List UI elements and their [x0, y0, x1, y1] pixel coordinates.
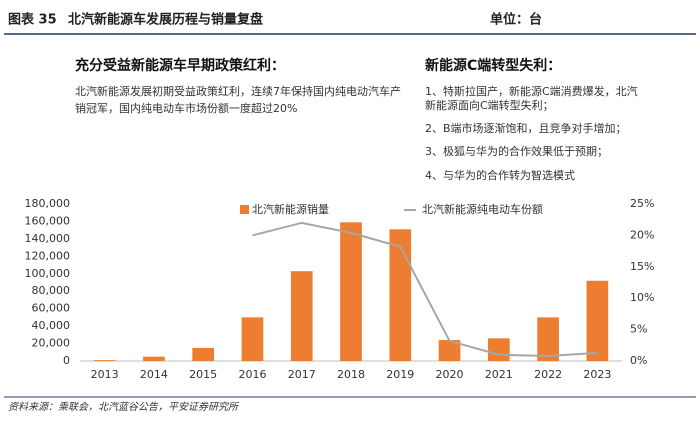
x-tick-label: 2017 [288, 368, 316, 381]
note-line: 新能源面向C端转型失利； [425, 98, 554, 112]
bar [389, 229, 412, 361]
chart-title: 北汽新能源车发展历程与销量复盘 [68, 12, 263, 28]
bar [438, 340, 461, 361]
x-tick-label: 2015 [189, 368, 217, 381]
source-note: 资料来源：乘联会，北汽蓝谷公告，平安证券研究所 [8, 401, 240, 413]
bar [537, 317, 559, 361]
note-line: 4、与华为的合作转为智选模式 [425, 168, 575, 182]
x-tick-label: 2020 [436, 368, 464, 381]
legend-swatch [240, 205, 249, 214]
note-line: 北汽新能源发展初期受益政策红利，连续7年保持国内纯电动汽车产 [75, 84, 401, 98]
bar [93, 360, 116, 361]
x-tick-label: 2023 [583, 368, 611, 381]
y2-tick-label: 0% [630, 354, 647, 367]
y2-tick-label: 5% [630, 323, 647, 336]
y2-tick-label: 25% [630, 197, 654, 210]
bar [290, 271, 313, 361]
x-tick-label: 2021 [485, 368, 513, 381]
x-tick-label: 2018 [337, 368, 365, 381]
y-tick-label: 180,000 [25, 197, 71, 210]
y2-tick-label: 10% [630, 291, 654, 304]
x-tick-label: 2019 [386, 368, 414, 381]
x-tick-label: 2022 [534, 368, 562, 381]
bar [586, 280, 609, 361]
bar [143, 356, 165, 361]
bar [192, 347, 215, 361]
y-tick-label: 140,000 [25, 232, 71, 245]
y-tick-label: 40,000 [32, 319, 71, 332]
unit-label: 单位：台 [490, 12, 542, 28]
note-line: 2、B端市场逐渐饱和，且竞争对手增加； [425, 121, 627, 135]
note-title: 充分受益新能源车早期政策红利： [75, 57, 285, 74]
y-tick-label: 120,000 [25, 249, 71, 262]
legend-label: 北汽新能源纯电动车份额 [422, 202, 543, 216]
x-tick-label: 2014 [140, 368, 168, 381]
y2-tick-label: 20% [630, 228, 654, 241]
y-tick-label: 60,000 [32, 302, 71, 315]
y-tick-label: 0 [63, 354, 70, 367]
x-tick-label: 2016 [238, 368, 266, 381]
bar [340, 222, 362, 361]
line [252, 221, 598, 357]
bar [487, 338, 510, 361]
y-tick-label: 100,000 [25, 267, 71, 280]
note-line: 3、极狐与华为的合作效果低于预期； [425, 144, 608, 158]
y-tick-label: 80,000 [32, 284, 71, 297]
figure-label: 图表 35 [8, 12, 57, 28]
bar [241, 317, 264, 361]
legend-label: 北汽新能源销量 [252, 202, 329, 216]
note-line: 销冠军，国内纯电动车市场份额一度超过20% [75, 101, 297, 115]
y2-tick-label: 15% [630, 260, 654, 273]
y-tick-label: 160,000 [25, 214, 71, 227]
note-line: 1、特斯拉国产，新能源C端消费爆发，北汽 [425, 84, 638, 98]
y-tick-label: 20,000 [32, 337, 71, 350]
x-tick-label: 2013 [91, 368, 119, 381]
note-title: 新能源C端转型失利： [425, 57, 561, 74]
